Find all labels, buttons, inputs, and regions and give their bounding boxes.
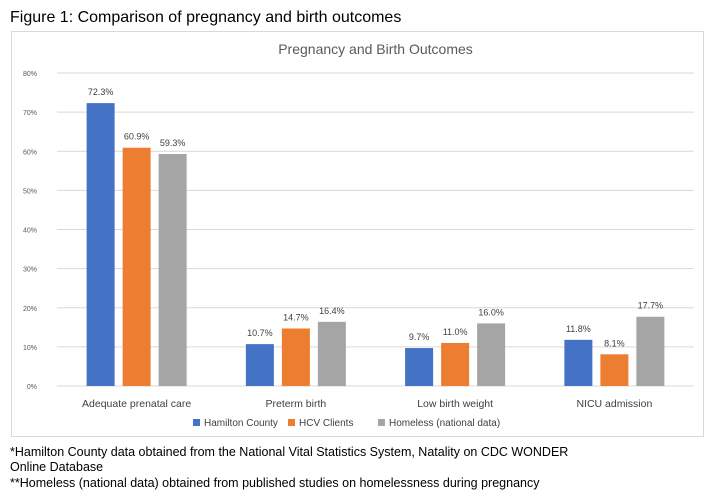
x-category-label: Adequate prenatal care [82, 398, 191, 410]
y-tick-label: 60% [23, 149, 37, 156]
y-tick-label: 80% [23, 71, 37, 78]
data-label: 60.9% [124, 132, 150, 142]
legend-swatch [288, 419, 295, 426]
footnote-homeless-source: **Homeless (national data) obtained from… [10, 476, 540, 490]
y-tick-label: 10% [23, 345, 37, 352]
y-tick-label: 30% [23, 267, 37, 274]
footnote-hamilton-source-continued: Online Database [10, 460, 104, 474]
data-label: 11.0% [443, 327, 468, 337]
y-tick-label: 20% [23, 306, 37, 313]
bar [317, 321, 346, 386]
bar [564, 339, 593, 386]
y-tick-label: 0% [27, 384, 37, 391]
bar [158, 153, 187, 386]
data-label: 11.8% [566, 324, 591, 334]
bar [281, 328, 310, 386]
bar [636, 316, 665, 386]
bar [477, 323, 506, 386]
x-category-label: NICU admission [576, 398, 652, 410]
bar [86, 103, 115, 386]
data-label: 17.7% [638, 301, 664, 311]
chart-frame: Pregnancy and Birth Outcomes 0% 10% 20% 30% 4… [11, 31, 704, 437]
y-tick-label: 50% [23, 188, 37, 195]
figure-caption: Figure 1: Comparison of pregnancy and bi… [10, 9, 402, 26]
data-label: 10.7% [247, 328, 273, 338]
legend-label: HCV Clients [299, 418, 353, 429]
data-label: 8.1% [604, 338, 625, 348]
bar [405, 348, 434, 386]
data-label: 72.3% [88, 87, 114, 97]
x-category-label: Preterm birth [266, 398, 327, 410]
legend-label: Homeless (national data) [389, 418, 500, 429]
chart-title: Pregnancy and Birth Outcomes [278, 41, 473, 57]
footnote-hamilton-source: *Hamilton County data obtained from the … [10, 445, 569, 459]
y-tick-label: 70% [23, 110, 37, 117]
x-category-label: Low birth weight [417, 398, 493, 410]
bar [600, 354, 629, 386]
data-label: 59.3% [160, 138, 186, 148]
y-tick-label: 40% [23, 228, 37, 235]
data-label: 16.0% [478, 307, 504, 317]
data-label: 9.7% [409, 332, 430, 342]
bar [245, 344, 274, 386]
data-label: 14.7% [283, 312, 309, 322]
bar [122, 147, 151, 386]
legend-swatch [378, 419, 385, 426]
bar [441, 342, 470, 386]
bar-chart: Pregnancy and Birth Outcomes 0% 10% 20% 30% 4… [23, 41, 694, 429]
legend-swatch [193, 419, 200, 426]
legend-label: Hamilton County [204, 418, 278, 429]
data-label: 16.4% [319, 306, 345, 316]
